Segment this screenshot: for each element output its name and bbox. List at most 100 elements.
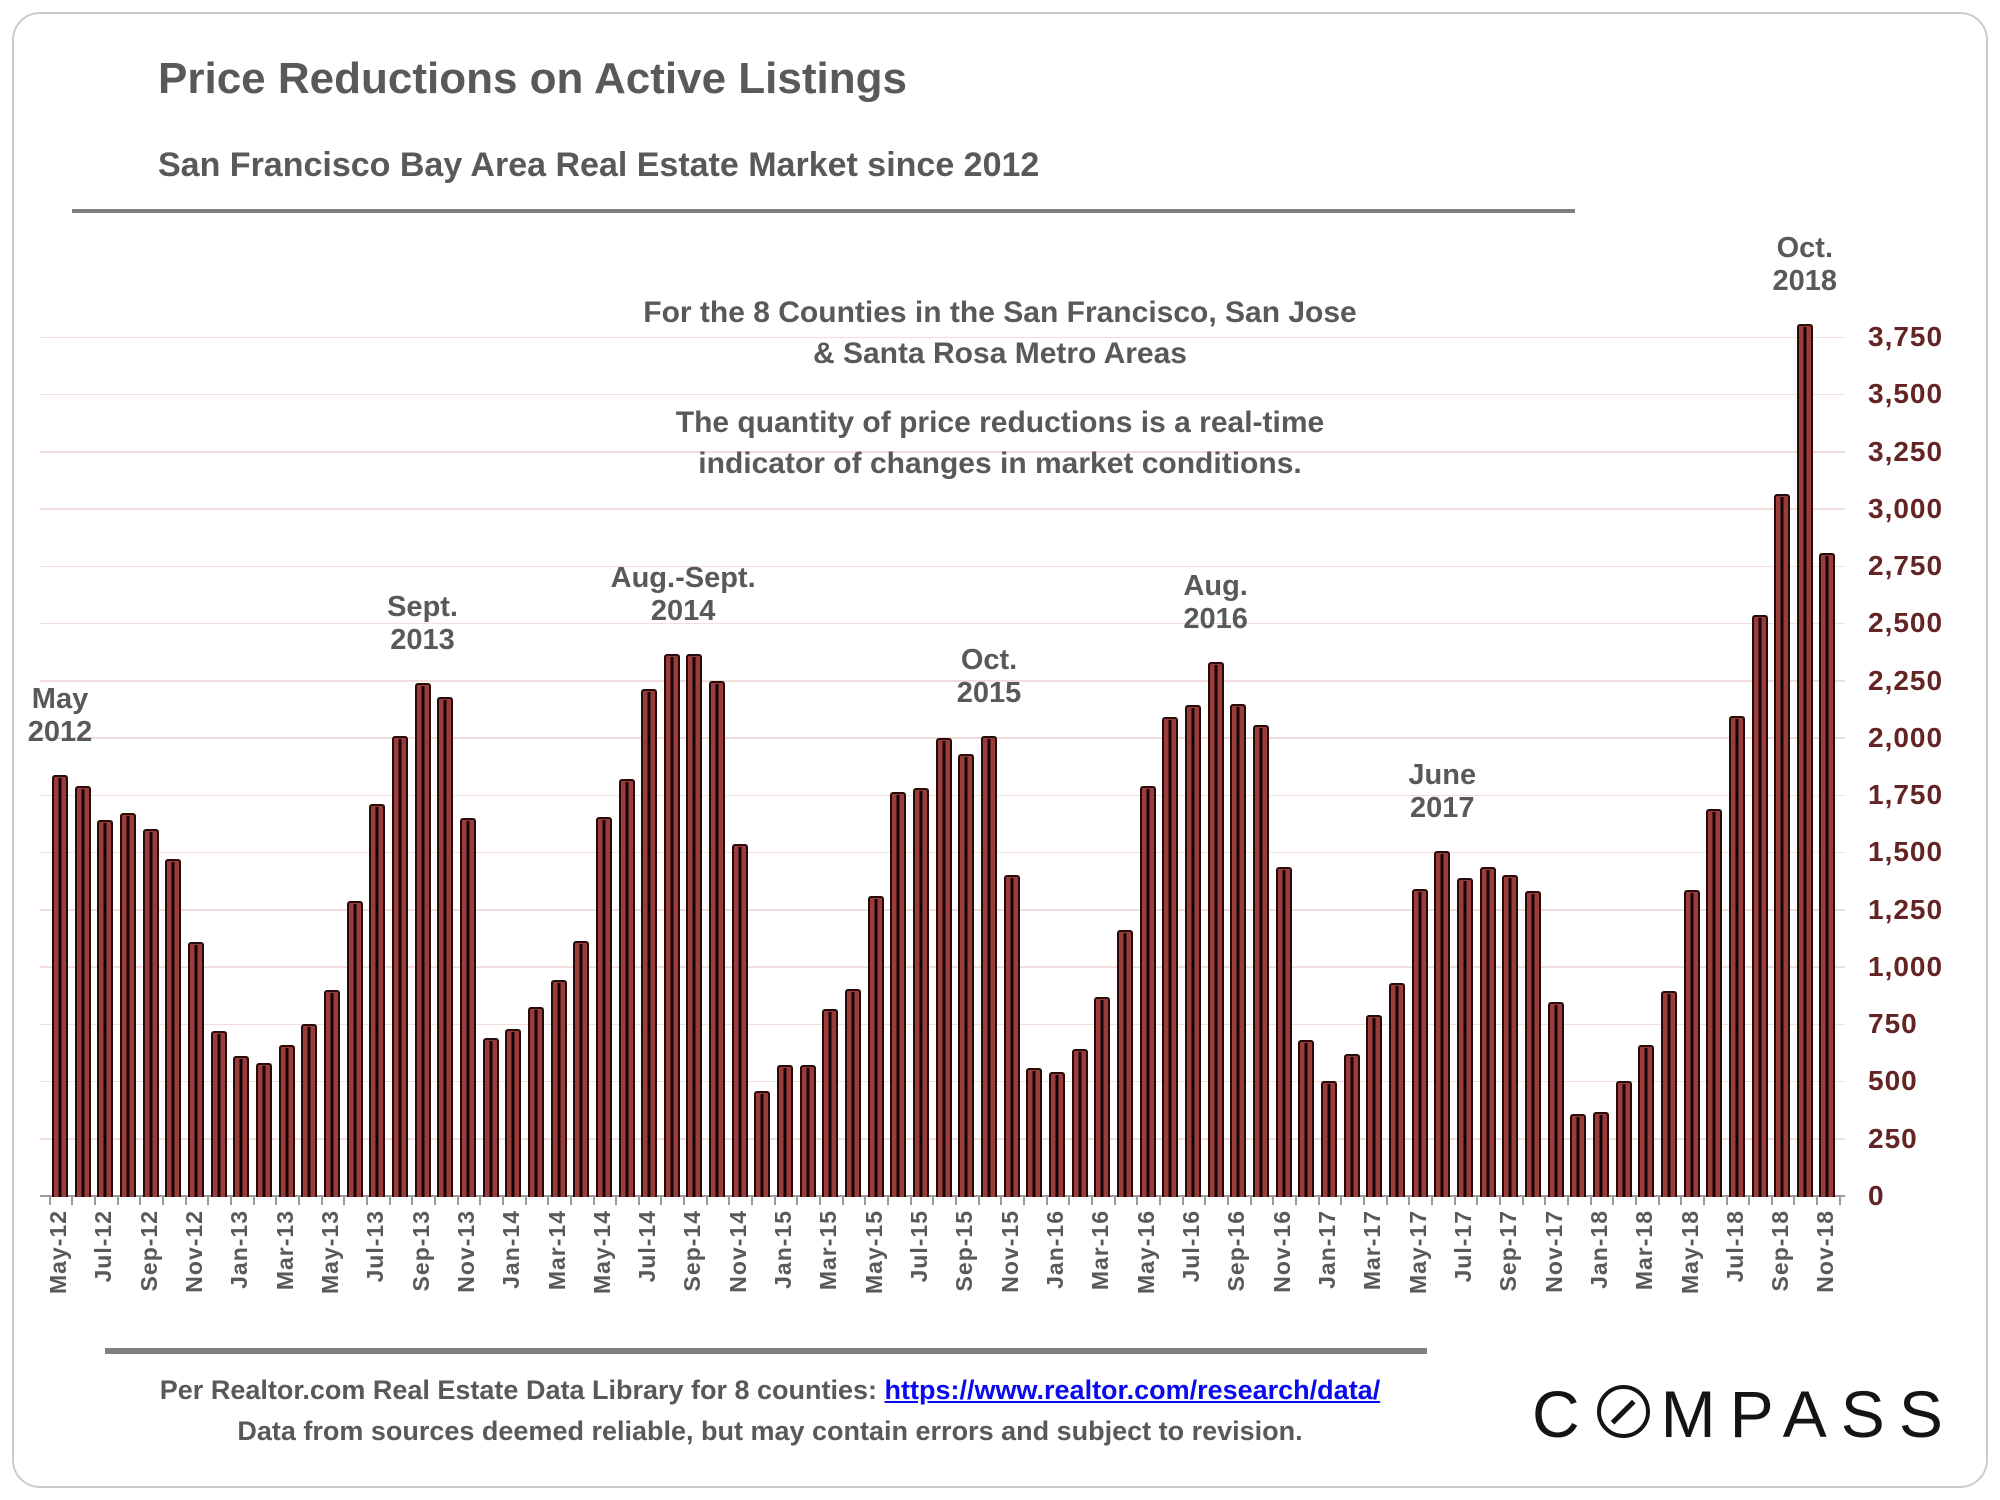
x-axis-tick — [1068, 1197, 1071, 1205]
x-axis-label: Nov-15 — [996, 1210, 1023, 1293]
peak-annotation: Oct. 2018 — [1772, 232, 1838, 298]
y-axis-label: 750 — [1868, 1008, 1918, 1040]
bar — [165, 859, 182, 1197]
x-axis-tick — [1544, 1197, 1547, 1205]
bar — [1252, 725, 1269, 1197]
bar — [142, 829, 159, 1197]
y-axis-label: 3,000 — [1868, 492, 1944, 524]
bar — [1320, 1081, 1337, 1197]
gridline — [40, 622, 1845, 625]
y-axis-label: 250 — [1868, 1122, 1918, 1154]
bar — [754, 1090, 771, 1197]
x-axis-tick — [252, 1197, 255, 1205]
bar — [74, 785, 91, 1197]
x-axis-label: Mar-14 — [543, 1210, 570, 1291]
x-axis-tick — [207, 1197, 210, 1205]
x-axis-label: Jan-14 — [498, 1210, 525, 1289]
y-axis-label: 1,250 — [1868, 893, 1944, 925]
bar — [527, 1007, 544, 1197]
bar — [913, 788, 930, 1197]
x-axis-tick — [1294, 1197, 1297, 1205]
x-axis-tick — [1680, 1197, 1683, 1205]
bar — [641, 688, 658, 1197]
x-axis-tick — [1385, 1197, 1388, 1205]
x-axis-label: Sep-15 — [951, 1210, 978, 1292]
disclaimer-text: Data from sources deemed reliable, but m… — [237, 1416, 1303, 1446]
bar — [1479, 867, 1496, 1197]
bar — [1026, 1067, 1043, 1197]
x-axis-label: May-17 — [1404, 1210, 1431, 1294]
x-axis-tick — [184, 1197, 187, 1205]
x-axis-tick — [71, 1197, 74, 1205]
bar — [777, 1065, 794, 1197]
bar — [595, 816, 612, 1197]
data-source-link[interactable]: https://www.realtor.com/research/data/ — [884, 1375, 1381, 1405]
bar — [709, 680, 726, 1197]
x-axis-tick — [1000, 1197, 1003, 1205]
x-axis-tick — [275, 1197, 278, 1205]
x-axis-tick — [229, 1197, 232, 1205]
x-axis-tick — [365, 1197, 368, 1205]
bar — [1071, 1049, 1088, 1197]
x-axis-tick — [1430, 1197, 1433, 1205]
bar — [1728, 716, 1745, 1197]
peak-annotation: Aug.-Sept. 2014 — [610, 562, 756, 628]
page-subtitle: San Francisco Bay Area Real Estate Marke… — [158, 146, 1040, 184]
gridline — [40, 565, 1845, 568]
bar — [550, 979, 567, 1197]
bar — [1502, 875, 1519, 1197]
bar — [1162, 717, 1179, 1197]
x-axis-tick — [1045, 1197, 1048, 1205]
bar — [1230, 703, 1247, 1197]
x-axis-tick — [751, 1197, 754, 1205]
x-axis-label: Mar-17 — [1359, 1210, 1386, 1291]
x-axis-tick — [116, 1197, 119, 1205]
bar — [459, 818, 476, 1197]
x-axis-tick — [1657, 1197, 1660, 1205]
x-axis-tick — [1612, 1197, 1615, 1205]
x-axis-label: Jan-16 — [1042, 1210, 1069, 1289]
peak-annotation: June 2017 — [1408, 759, 1477, 825]
x-axis-tick — [1317, 1197, 1320, 1205]
bar — [1819, 553, 1836, 1197]
x-axis-label: Sep-18 — [1767, 1210, 1794, 1292]
compass-o-icon — [1596, 1385, 1650, 1438]
bar — [663, 654, 680, 1197]
x-axis-tick — [1181, 1197, 1184, 1205]
x-axis-tick — [1340, 1197, 1343, 1205]
x-axis-tick — [1589, 1197, 1592, 1205]
x-axis-tick — [1566, 1197, 1569, 1205]
bar — [573, 940, 590, 1197]
x-axis-tick — [819, 1197, 822, 1205]
bar — [958, 753, 975, 1197]
x-axis-tick — [161, 1197, 164, 1205]
bar — [1547, 1002, 1564, 1197]
compass-logo-rest: MPASS — [1660, 1377, 1957, 1451]
x-axis-tick — [1249, 1197, 1252, 1205]
bar — [369, 804, 386, 1197]
x-axis-tick — [479, 1197, 482, 1205]
bar — [1434, 851, 1451, 1197]
x-axis-tick — [955, 1197, 958, 1205]
x-axis-label: Jul-16 — [1178, 1210, 1204, 1283]
x-axis-tick — [637, 1197, 640, 1205]
x-axis-tick — [1476, 1197, 1479, 1205]
bar — [1003, 875, 1020, 1197]
x-axis-label: Mar-18 — [1631, 1210, 1658, 1291]
x-axis-tick — [388, 1197, 391, 1205]
x-axis-tick — [1521, 1197, 1524, 1205]
x-axis-label: Nov-13 — [452, 1210, 479, 1293]
x-axis-tick — [615, 1197, 618, 1205]
bar — [1139, 785, 1156, 1197]
x-axis-tick — [1725, 1197, 1728, 1205]
peak-annotation: Sept. 2013 — [387, 590, 458, 656]
x-axis-tick — [1226, 1197, 1229, 1205]
x-axis-label: Jan-13 — [226, 1210, 253, 1289]
x-axis-label: Jan-15 — [770, 1210, 797, 1289]
x-axis-tick — [909, 1197, 912, 1205]
bar — [845, 988, 862, 1197]
x-axis-label: Nov-18 — [1812, 1210, 1839, 1293]
x-axis-label: Jul-14 — [634, 1210, 661, 1283]
bar — [618, 779, 635, 1197]
x-axis-tick — [93, 1197, 96, 1205]
